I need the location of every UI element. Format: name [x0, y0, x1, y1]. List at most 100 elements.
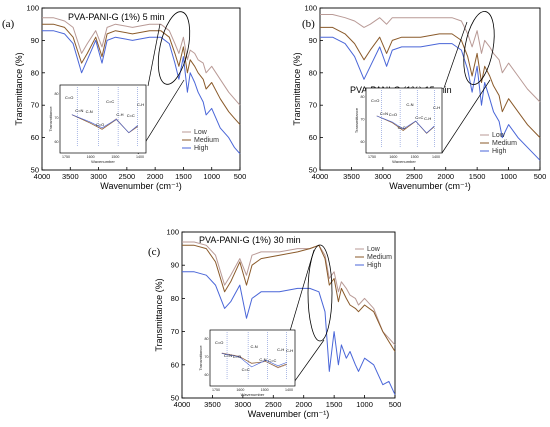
- series-line-high: [42, 30, 241, 155]
- inset-x-tick-label: 1400: [136, 155, 144, 159]
- inset-annotation: C=O: [215, 340, 223, 345]
- x-tick-label: 1500: [469, 172, 486, 181]
- panel-letter: (a): [2, 18, 15, 30]
- y-tick-label: 90: [171, 261, 179, 270]
- inset-x-tick-label: 1400: [285, 388, 293, 392]
- legend-label-medium: Medium: [367, 254, 392, 261]
- series-line-low: [182, 241, 396, 346]
- x-tick-label: 3000: [235, 400, 252, 409]
- inset-annotation: C-H: [286, 348, 293, 353]
- plot-frame: [319, 7, 541, 171]
- x-axis-label: Wavenumber (cm⁻¹): [389, 181, 470, 191]
- inset-y-axis-label: Transmittance: [354, 107, 359, 133]
- x-axis-label: Wavenumber (cm⁻¹): [248, 409, 329, 419]
- x-tick-label: 1000: [203, 172, 220, 181]
- x-tick-label: 2500: [406, 172, 423, 181]
- zoom-connector: [443, 21, 468, 89]
- y-axis-label: Transmittance (%): [292, 52, 302, 125]
- x-tick-label: 2000: [295, 400, 312, 409]
- y-tick-label: 80: [171, 294, 179, 303]
- y-tick-label: 60: [31, 133, 39, 142]
- y-tick-label: 90: [309, 36, 317, 45]
- y-axis-label: Transmittance (%): [154, 278, 164, 351]
- chart-panel-b: 4000 3500 3000 2500 2000 1500 1000 500 50 60 70 80 9…: [292, 4, 546, 192]
- x-tick-label: 500: [534, 172, 547, 181]
- x-tick-label: 1000: [356, 400, 373, 409]
- plot-frame: [181, 231, 396, 399]
- series-line-low: [42, 17, 241, 106]
- inset-annotation: C-N: [259, 357, 266, 362]
- zoom-connector: [441, 79, 491, 154]
- y-tick-label: 50: [309, 166, 317, 175]
- inset-x-tick-label: 1750: [62, 155, 70, 159]
- zoom-connector: [291, 339, 325, 386]
- zoom-connector: [147, 23, 161, 87]
- inset-annotation: C=C: [268, 358, 276, 363]
- x-tick-label: 4000: [174, 400, 191, 409]
- inset-y-tick-label: 70: [55, 116, 59, 120]
- inset-series-high: [376, 115, 435, 134]
- y-tick-label: 90: [31, 36, 39, 45]
- x-tick-label: 2500: [265, 400, 282, 409]
- inset-annotation: C=N: [380, 111, 388, 116]
- legend-label-low: Low: [194, 129, 208, 136]
- plot-frame: [41, 7, 241, 171]
- y-tick-label: 100: [166, 228, 179, 237]
- inset-y-tick-label: 60: [205, 373, 209, 377]
- legend-label-low: Low: [492, 132, 506, 139]
- y-tick-label: 70: [309, 101, 317, 110]
- x-tick-label: 1000: [500, 172, 517, 181]
- inset-annotation: C=O: [233, 354, 241, 359]
- inset-annotation: C=O: [96, 122, 104, 127]
- x-tick-label: 3500: [204, 400, 221, 409]
- inset-frame: [209, 329, 296, 387]
- zoom-connector: [289, 249, 315, 332]
- inset-x-tick-label: 1600: [87, 155, 95, 159]
- inset-y-axis-label: Transmittance: [48, 106, 53, 132]
- x-tick-label: 2000: [437, 172, 454, 181]
- x-tick-label: 500: [234, 172, 247, 181]
- inset-x-axis-label: Wavenumber: [91, 159, 115, 164]
- y-tick-label: 60: [309, 133, 317, 142]
- x-axis-label: Wavenumber (cm⁻¹): [100, 181, 181, 191]
- inset-x-tick-label: 1500: [111, 155, 119, 159]
- series-line-high: [320, 36, 541, 161]
- inset-annotation: C=N: [75, 108, 83, 113]
- inset-x-tick-label: 1600: [236, 388, 244, 392]
- y-tick-label: 60: [171, 360, 179, 369]
- inset-y-tick-label: 60: [361, 140, 365, 144]
- inset-annotation: C-N: [406, 102, 413, 107]
- y-tick-label: 70: [31, 101, 39, 110]
- inset-x-tick-label: 1600: [389, 155, 397, 159]
- inset-annotation: C=O: [65, 95, 73, 100]
- inset-series-high: [71, 114, 138, 134]
- inset-y-tick-label: 80: [205, 337, 209, 341]
- inset-annotation: C=C: [106, 99, 114, 104]
- x-tick-label: 3000: [90, 172, 107, 181]
- series-line-medium: [42, 23, 241, 125]
- legend-label-medium: Medium: [492, 140, 517, 147]
- y-tick-label: 70: [171, 327, 179, 336]
- inset-annotation: C=C: [242, 367, 250, 372]
- y-tick-label: 50: [171, 394, 179, 403]
- chart-title: PVA-PANI-G (1%) 5 min: [68, 12, 165, 22]
- x-tick-label: 2000: [147, 172, 164, 181]
- inset-frame: [365, 87, 443, 154]
- chart-panel-a: 4000 3500 3000 2500 2000 1500 1000 500 50 60 70 80 9…: [2, 4, 246, 192]
- inset-x-tick-label: 1400: [432, 155, 440, 159]
- y-tick-label: 80: [309, 68, 317, 77]
- legend-label-high: High: [367, 262, 382, 269]
- y-tick-label: 100: [304, 4, 317, 13]
- inset-annotation: C=N: [224, 353, 232, 358]
- x-tick-label: 1500: [175, 172, 192, 181]
- x-tick-label: 500: [389, 400, 402, 409]
- inset-y-tick-label: 60: [55, 140, 59, 144]
- y-tick-label: 100: [26, 4, 39, 13]
- inset-y-axis-label: Transmittance: [198, 345, 203, 371]
- inset-annotation: C-H: [433, 105, 440, 110]
- inset-y-tick-label: 80: [361, 95, 365, 99]
- inset-annotation: C-N: [86, 109, 93, 114]
- inset-annotation: C=C: [398, 125, 406, 130]
- inset-annotation: C-H: [424, 116, 431, 121]
